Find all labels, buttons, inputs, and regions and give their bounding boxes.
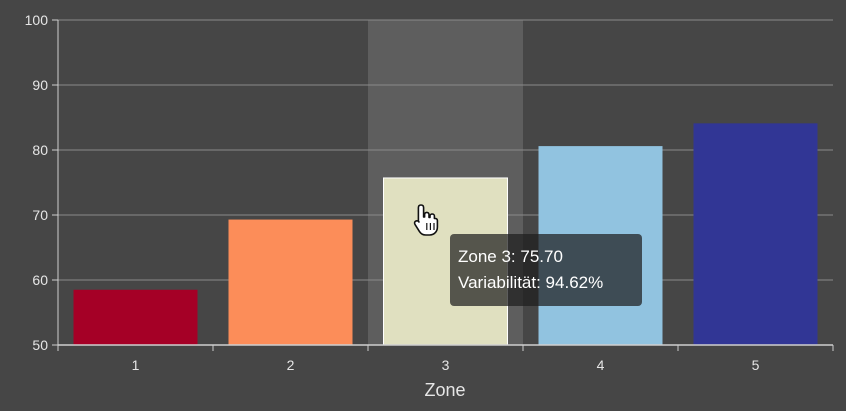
bar-tooltip: Zone 3: 75.70 Variabilität: 94.62% (450, 234, 642, 306)
y-tick-label: 50 (32, 337, 48, 353)
y-tick-label: 70 (32, 207, 48, 223)
x-tick-label: 1 (132, 357, 140, 373)
y-tick-label: 90 (32, 77, 48, 93)
bar-zone-1[interactable] (73, 289, 198, 345)
x-tick-label: 5 (752, 357, 760, 373)
tooltip-value-text: Zone 3: 75.70 (458, 247, 563, 266)
y-tick-label: 100 (25, 12, 49, 28)
hand-pointer-icon (413, 204, 439, 236)
x-axis-title: Zone (424, 380, 465, 400)
x-tick-label: 3 (442, 357, 450, 373)
tooltip-variability-text: Variabilität: 94.62% (458, 273, 604, 292)
bar-zone-2[interactable] (228, 219, 353, 345)
x-tick-label: 4 (597, 357, 605, 373)
y-tick-label: 60 (32, 272, 48, 288)
y-tick-label: 80 (32, 142, 48, 158)
x-tick-label: 2 (287, 357, 295, 373)
bar-zone-5[interactable] (693, 123, 818, 345)
axes-layer: 50 60 70 80 90 100 1 2 3 4 5 (25, 12, 834, 373)
